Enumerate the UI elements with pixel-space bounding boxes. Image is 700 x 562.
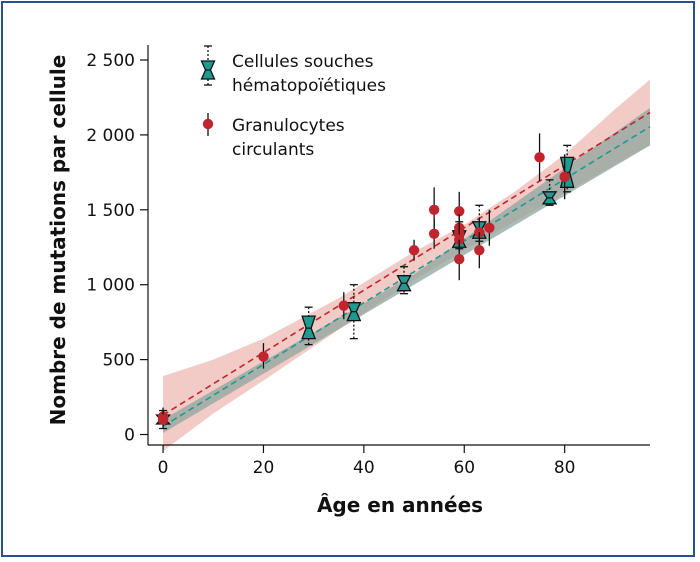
point-marker <box>338 300 349 311</box>
data-marks <box>155 133 575 430</box>
point-marker <box>157 414 169 425</box>
point-marker <box>454 206 465 217</box>
granulocyte-point-14 <box>484 209 495 246</box>
y-tick-label-0: 0 <box>124 426 135 446</box>
hsc-box-3 <box>396 266 412 295</box>
hsc-box-2 <box>346 284 362 340</box>
granulocyte-point-16 <box>559 154 570 200</box>
y-tick-label-1: 500 <box>103 351 135 371</box>
legend-label-hsc-line1: Cellules souches <box>232 52 374 72</box>
granulocyte-point-3 <box>338 292 349 320</box>
legend-label-granulocytes-line2: circulants <box>232 140 314 160</box>
point-marker <box>474 245 485 256</box>
legend-label-granulocytes-line1: Granulocytes <box>232 116 345 136</box>
granulocyte-point-15 <box>534 133 545 182</box>
hsc-box-1 <box>301 306 317 346</box>
y-axis-title: Nombre de mutations par cellule <box>46 55 70 426</box>
granulocyte-point-11 <box>454 239 465 281</box>
y-tick-label-4: 2 000 <box>86 126 135 146</box>
point-marker <box>408 245 420 256</box>
granulocyte-point-4 <box>408 239 420 261</box>
point-marker <box>428 228 440 239</box>
hsc-box-6 <box>541 179 558 206</box>
point-marker <box>534 152 545 163</box>
y-tick-label-3: 1 500 <box>86 201 135 221</box>
point-marker <box>454 254 465 265</box>
y-tick-label-2: 1 000 <box>86 276 135 296</box>
axes: 0 500 1 000 1 500 2 000 2 500 0 20 40 60 80 <box>86 45 650 478</box>
legend-marker-granulocytes <box>202 113 214 136</box>
legend-marker-hsc <box>200 45 216 86</box>
granulocyte-point-1 <box>157 410 169 429</box>
legend-hsc-box <box>200 45 216 86</box>
legend: Cellules souches hématopoïétiques Granul… <box>200 45 386 160</box>
granulocyte-point-2 <box>258 343 269 369</box>
x-tick-label-0: 0 <box>158 458 169 478</box>
point-marker <box>559 171 570 183</box>
point-marker <box>258 351 269 362</box>
fit-line-granulocytes <box>162 111 651 416</box>
y-tick-label-5: 2 500 <box>86 51 135 71</box>
granulocyte-point-13 <box>474 232 485 269</box>
legend-label-hsc-line2: hématopoïétiques <box>232 76 386 96</box>
point-marker <box>428 204 440 215</box>
x-axis-title: Âge en années <box>317 493 483 517</box>
legend-point <box>202 118 214 130</box>
x-tick-label-3: 60 <box>453 458 475 478</box>
x-tick-label-1: 20 <box>253 458 275 478</box>
point-marker <box>484 222 495 233</box>
x-tick-label-2: 40 <box>353 458 375 478</box>
x-tick-label-4: 80 <box>554 458 576 478</box>
granulocyte-point-6 <box>428 218 440 249</box>
